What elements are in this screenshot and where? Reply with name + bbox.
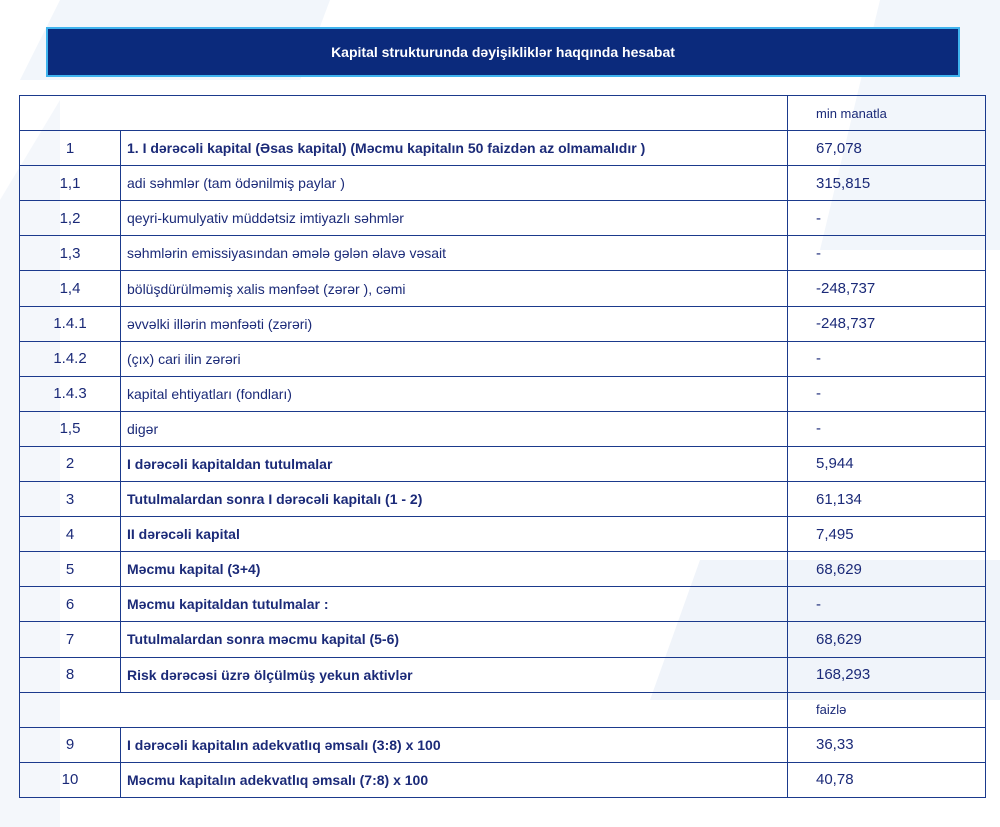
report-title: Kapital strukturunda dəyişikliklər haqqı… bbox=[46, 27, 960, 77]
row-number: 1,3 bbox=[19, 235, 121, 272]
capital-structure-table: min manatla 1 1. I dərəcəli kapital (Əsas… bbox=[19, 94, 986, 798]
row-label: bölüşdürülməmiş xalis mənfəət (zərər ), … bbox=[120, 270, 788, 307]
row-number: 8 bbox=[19, 656, 121, 693]
row-label: Məcmu kapitaldan tutulmalar : bbox=[120, 586, 788, 623]
row-label: 1. I dərəcəli kapital (Əsas kapital) (Mə… bbox=[120, 130, 788, 167]
unit-row: faizlə bbox=[19, 691, 986, 728]
row-number: 1,5 bbox=[19, 410, 121, 447]
row-value: - bbox=[787, 200, 986, 237]
table-row: 6 Məcmu kapitaldan tutulmalar :- bbox=[19, 586, 986, 623]
unit-row: min manatla bbox=[19, 94, 986, 132]
table-row: 1,1 adi səhmlər (tam ödənilmiş paylar ) 31… bbox=[19, 165, 986, 202]
row-value: 61,134 bbox=[787, 481, 986, 518]
row-number: 1 bbox=[19, 130, 121, 167]
row-value: - bbox=[787, 410, 986, 447]
table-row: 4 II dərəcəli kapital 7,495 bbox=[19, 516, 986, 553]
row-number: 7 bbox=[19, 621, 121, 658]
table-row: 10 Məcmu kapitalın adekvatlıq əmsalı (7:8… bbox=[19, 761, 986, 798]
unit-label: min manatla bbox=[787, 94, 986, 132]
row-label: səhmlərin emissiyasından əmələ gələn əla… bbox=[120, 235, 788, 272]
row-label: Tutulmalardan sonra I dərəcəli kapitalı … bbox=[120, 481, 788, 518]
row-value: 5,944 bbox=[787, 445, 986, 483]
row-label: II dərəcəli kapital bbox=[120, 516, 788, 553]
table-row: 1.4.1 əvvəlki illərin mənfəəti (zərəri) -2… bbox=[19, 305, 986, 342]
row-label: Məcmu kapitalın adekvatlıq əmsalı (7:8) … bbox=[120, 761, 788, 798]
table-row: 1.4.2 (çıx) cari ilin zərəri - bbox=[19, 340, 986, 377]
row-value: 168,293 bbox=[787, 656, 986, 693]
row-label: I dərəcəli kapitaldan tutulmalar bbox=[120, 445, 788, 483]
row-number: 3 bbox=[19, 481, 121, 518]
table-row: 1,3 səhmlərin emissiyasından əmələ gələn … bbox=[19, 235, 986, 272]
table-row: 8 Risk dərəcəsi üzrə ölçülmüş yekun aktiv… bbox=[19, 656, 986, 693]
table-row: 1,2 qeyri-kumulyativ müddətsiz imtiyazlı … bbox=[19, 200, 986, 237]
row-number: 5 bbox=[19, 551, 121, 588]
row-value: - bbox=[787, 375, 986, 412]
row-value: - bbox=[787, 235, 986, 272]
row-value: - bbox=[787, 340, 986, 377]
row-number: 1,1 bbox=[19, 165, 121, 202]
row-value: -248,737 bbox=[787, 305, 986, 342]
table-row: 1,4 bölüşdürülməmiş xalis mənfəət (zərər … bbox=[19, 270, 986, 307]
row-label: digər bbox=[120, 410, 788, 447]
row-label: Məcmu kapital (3+4) bbox=[120, 551, 788, 588]
row-label: kapital ehtiyatları (fondları) bbox=[120, 375, 788, 412]
row-number: 6 bbox=[19, 586, 121, 623]
row-number: 1.4.3 bbox=[19, 375, 121, 412]
row-number: 4 bbox=[19, 516, 121, 553]
row-value: - bbox=[787, 586, 986, 623]
unit-label: faizlə bbox=[787, 691, 986, 728]
table-row: 1 1. I dərəcəli kapital (Əsas kapital) (M… bbox=[19, 130, 986, 167]
table-row: 3 Tutulmalardan sonra I dərəcəli kapitalı… bbox=[19, 481, 986, 518]
row-label: Tutulmalardan sonra məcmu kapital (5-6) bbox=[120, 621, 788, 658]
row-value: -248,737 bbox=[787, 270, 986, 307]
row-label: I dərəcəli kapitalın adekvatlıq əmsalı (… bbox=[120, 726, 788, 763]
row-number: 1,4 bbox=[19, 270, 121, 307]
row-value: 36,33 bbox=[787, 726, 986, 763]
row-label: Risk dərəcəsi üzrə ölçülmüş yekun aktivl… bbox=[120, 656, 788, 693]
row-value: 315,815 bbox=[787, 165, 986, 202]
row-value: 7,495 bbox=[787, 516, 986, 553]
row-label: qeyri-kumulyativ müddətsiz imtiyazlı səh… bbox=[120, 200, 788, 237]
row-number: 10 bbox=[19, 761, 121, 798]
row-value: 40,78 bbox=[787, 761, 986, 798]
row-number: 1.4.1 bbox=[19, 305, 121, 342]
row-number: 9 bbox=[19, 726, 121, 763]
row-number: 1.4.2 bbox=[19, 340, 121, 377]
table-row: 1.4.3 kapital ehtiyatları (fondları) - bbox=[19, 375, 986, 412]
row-number: 2 bbox=[19, 445, 121, 483]
row-number: 1,2 bbox=[19, 200, 121, 237]
row-label: əvvəlki illərin mənfəəti (zərəri) bbox=[120, 305, 788, 342]
row-label: (çıx) cari ilin zərəri bbox=[120, 340, 788, 377]
table-row: 5 Məcmu kapital (3+4) 68,629 bbox=[19, 551, 986, 588]
row-label: adi səhmlər (tam ödənilmiş paylar ) bbox=[120, 165, 788, 202]
row-value: 68,629 bbox=[787, 551, 986, 588]
table-row: 7 Tutulmalardan sonra məcmu kapital (5-6)… bbox=[19, 621, 986, 658]
row-value: 68,629 bbox=[787, 621, 986, 658]
row-value: 67,078 bbox=[787, 130, 986, 167]
table-row: 1,5 digər - bbox=[19, 410, 986, 447]
